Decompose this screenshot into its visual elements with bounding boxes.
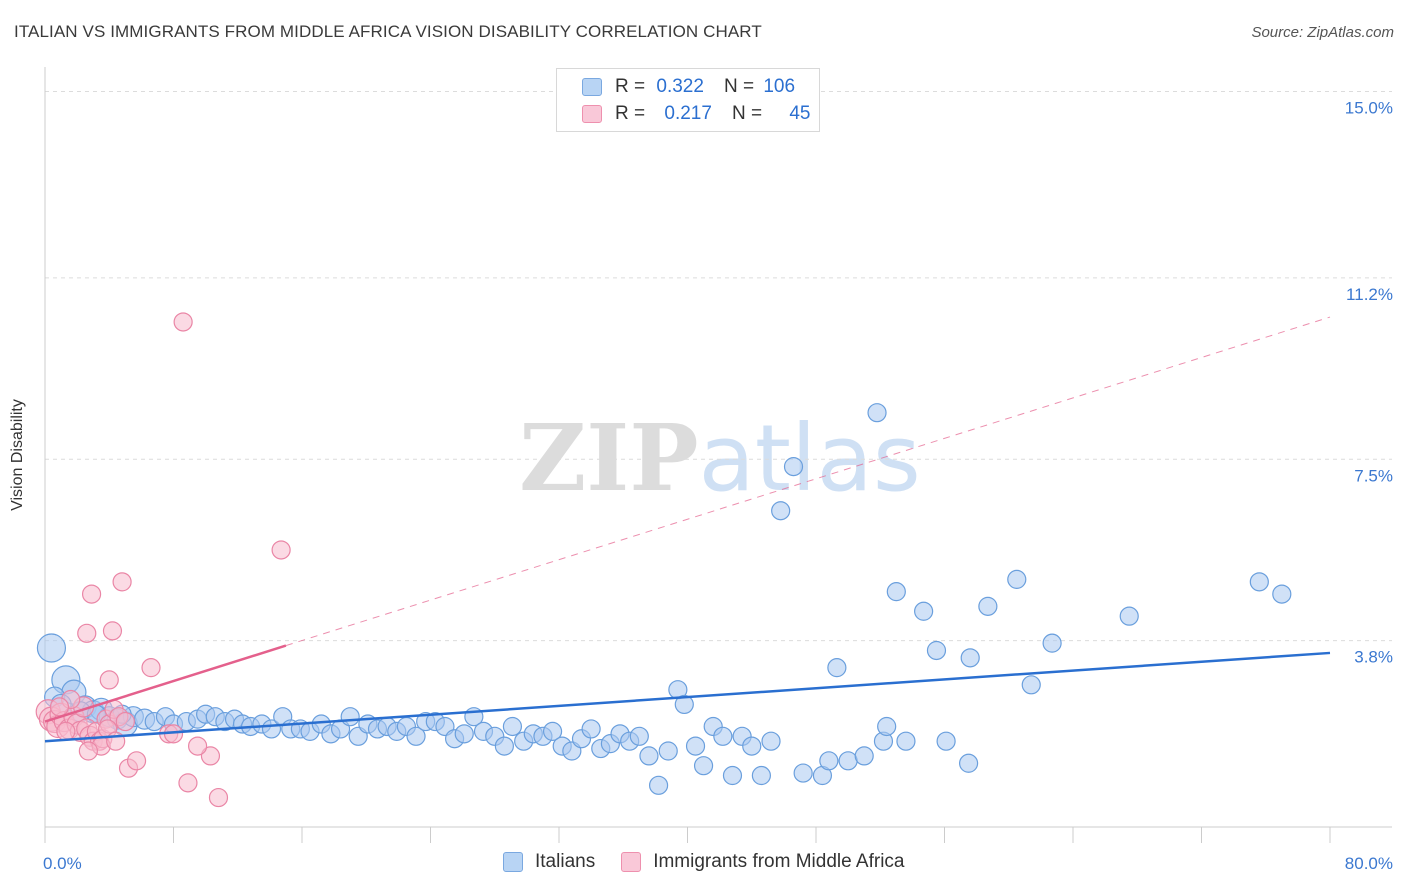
middle-africa-point — [56, 721, 76, 741]
italians-point — [406, 726, 426, 746]
legend-row-middle-africa: R = 0.217 N = 45 — [582, 102, 810, 126]
italians-point — [783, 457, 804, 477]
italians-point — [581, 719, 601, 739]
y-tick-label: 15.0% — [1345, 99, 1393, 118]
legend-row-italians: R = 0.322 N = 106 — [582, 75, 795, 99]
italians-point — [978, 596, 998, 616]
italians-point — [793, 763, 813, 783]
italians-point — [1007, 569, 1027, 589]
italians-point — [1042, 633, 1062, 653]
x-tick-label: 80.0% — [1345, 854, 1393, 873]
legend-item-middle-africa[interactable]: Immigrants from Middle Africa — [621, 851, 905, 873]
legend-item-italians[interactable]: Italians — [503, 851, 595, 873]
middle-africa-swatch — [582, 105, 602, 123]
middle-africa-point — [126, 751, 147, 771]
italians-point — [896, 731, 916, 751]
italians-point — [742, 736, 762, 756]
italians-point — [838, 751, 858, 771]
middle-africa-point — [173, 312, 193, 332]
italians-point — [629, 726, 649, 746]
y-tick-label: 3.8% — [1354, 648, 1393, 667]
middle-africa-point — [187, 736, 208, 756]
italians-point — [914, 601, 934, 621]
middle-africa-trend-line — [44, 644, 287, 723]
italians-point — [454, 724, 474, 744]
italians-point — [658, 741, 678, 761]
middle-africa-swatch — [621, 852, 642, 872]
stats-legend: R = 0.322 N = 106 R = 0.217 N = 45 — [556, 68, 820, 132]
italians-point — [685, 736, 706, 756]
middle-africa-point — [78, 741, 98, 761]
r-value: 0.322 — [656, 76, 704, 97]
italians-point — [693, 756, 714, 776]
middle-africa-point — [115, 711, 135, 732]
y-tick-label: 7.5% — [1354, 466, 1393, 485]
n-label: N = — [731, 103, 763, 124]
middle-africa-point — [200, 746, 221, 766]
italians-point — [867, 403, 887, 423]
middle-africa-point — [99, 670, 119, 690]
italians-point — [886, 582, 906, 602]
italians-point — [494, 736, 514, 756]
middle-africa-point — [208, 787, 229, 808]
italians-point — [751, 765, 771, 786]
middle-africa-point — [112, 572, 132, 592]
italians-point — [639, 746, 659, 766]
n-value: 106 — [763, 76, 796, 97]
r-value: 0.217 — [664, 103, 712, 124]
italians-point — [960, 648, 980, 668]
italians-point — [542, 721, 563, 741]
middle-africa-point — [77, 623, 97, 643]
middle-africa-point — [178, 773, 198, 793]
italians-point — [1272, 584, 1292, 604]
r-label: R = — [615, 76, 646, 97]
middle-africa-point — [49, 697, 70, 717]
italians-point — [1119, 606, 1139, 626]
italians-trend-line — [44, 651, 1331, 743]
chart-title: ITALIAN VS IMMIGRANTS FROM MIDDLE AFRICA… — [14, 22, 762, 41]
italians-point — [819, 751, 839, 771]
italians-point — [648, 775, 669, 795]
legend-label-middle-africa: Immigrants from Middle Africa — [653, 851, 905, 872]
middle-africa-point — [141, 658, 161, 678]
italians-point — [1249, 572, 1269, 592]
italians-point — [926, 640, 947, 661]
n-label: N = — [723, 76, 755, 97]
italians-point — [722, 765, 743, 786]
italians-point — [771, 501, 791, 521]
y-tick-label: 11.2% — [1346, 285, 1393, 304]
italians-point — [674, 694, 694, 715]
italians-swatch — [582, 78, 602, 96]
italians-point — [877, 716, 897, 737]
watermark: ZIPatlas — [519, 404, 921, 512]
series-legend: Italians Immigrants from Middle Africa — [503, 851, 931, 873]
italians-swatch — [503, 852, 523, 872]
italians-point — [936, 731, 956, 751]
middle-africa-point — [271, 540, 291, 560]
italians-point — [502, 716, 523, 737]
italians-point — [36, 633, 67, 663]
italians-point — [827, 658, 847, 678]
italians-point — [1021, 675, 1041, 695]
italians-point — [854, 746, 874, 766]
middle-africa-point — [102, 621, 123, 641]
italians-point — [340, 707, 360, 727]
legend-label-italians: Italians — [535, 851, 596, 872]
italians-point — [958, 753, 979, 773]
r-label: R = — [615, 103, 646, 124]
source-credit: Source: ZipAtlas.com — [1251, 24, 1394, 41]
n-value: 45 — [789, 103, 811, 124]
x-tick-label: 0.0% — [43, 854, 82, 873]
middle-africa-trend-extension — [285, 316, 1331, 647]
italians-point — [761, 731, 781, 751]
italians-point — [713, 726, 733, 746]
middle-africa-point — [81, 584, 102, 604]
